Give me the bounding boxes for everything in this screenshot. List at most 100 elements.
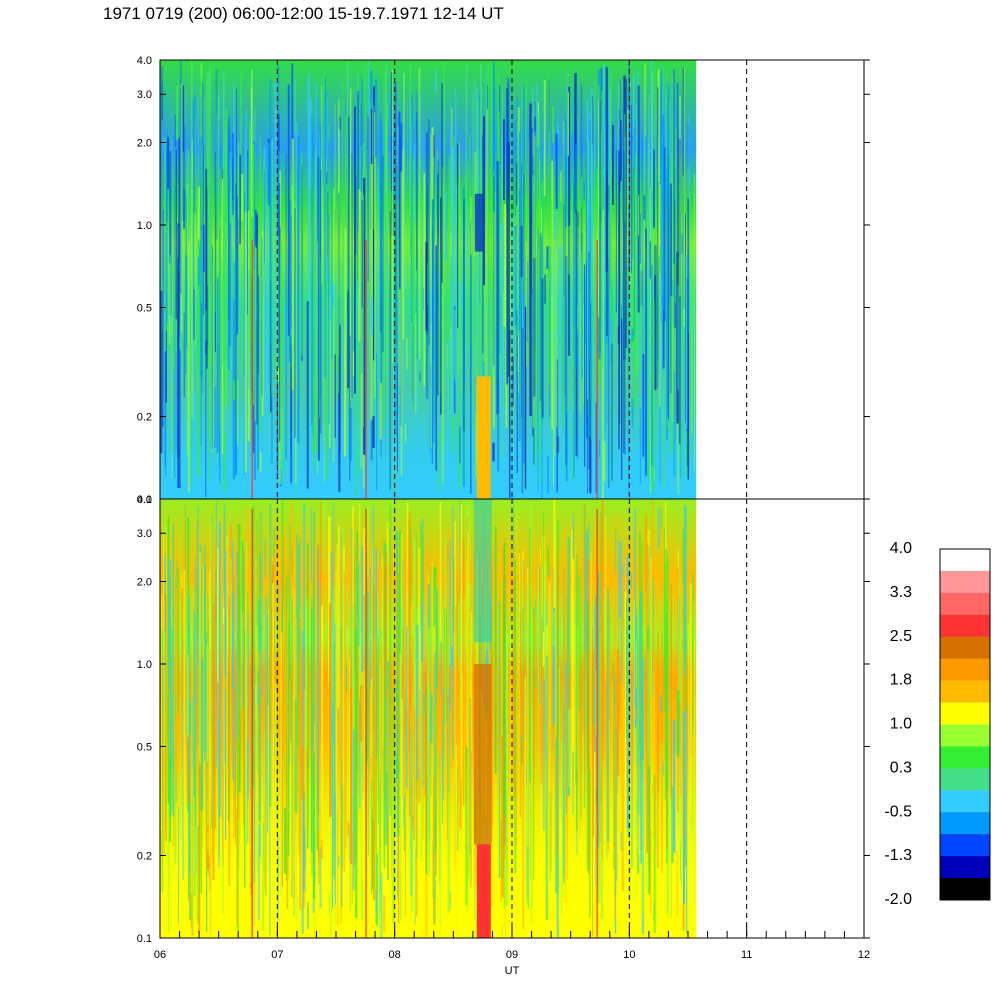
spectrogram-streak	[548, 78, 550, 131]
spectrogram-streak	[497, 112, 501, 372]
spectrogram-streak	[341, 83, 344, 296]
spectrogram-streak	[348, 825, 351, 860]
spectrogram-streak	[216, 451, 219, 462]
spectrogram-streak	[634, 508, 636, 729]
spectrogram-streak	[173, 263, 176, 370]
spectrogram-streak	[554, 202, 557, 444]
spectrogram-streak	[287, 84, 290, 336]
spectrogram-streak	[298, 611, 300, 854]
spectrogram-streak	[648, 357, 651, 437]
spectrogram-streak	[646, 543, 648, 853]
spectrogram-streak	[555, 133, 558, 209]
spike-line	[365, 509, 367, 938]
spectrogram-streak	[577, 245, 579, 498]
spectrogram-streak	[652, 781, 655, 797]
spectrogram-streak	[314, 832, 316, 883]
spectrogram-streak	[458, 586, 460, 604]
spectrogram-streak	[222, 623, 224, 866]
spectrogram-streak	[516, 310, 518, 474]
spectrogram-streak	[398, 530, 401, 654]
spectrogram-streak	[551, 161, 554, 430]
spectrogram-streak	[574, 73, 577, 214]
y-tick-label: 0.5	[137, 302, 152, 314]
spectrogram-streak	[458, 753, 461, 827]
spectrogram-streak	[175, 351, 177, 451]
spectrogram-streak	[241, 174, 244, 221]
spectrogram-streak	[358, 189, 361, 342]
spectrogram-streak	[161, 210, 164, 427]
spectrogram-streak	[410, 526, 412, 604]
spectrogram-streak	[331, 599, 333, 813]
spectrogram-streak	[256, 802, 258, 872]
spectrogram-streak	[334, 354, 336, 438]
spectrogram-streak	[217, 547, 219, 683]
spectrogram-streak	[289, 742, 292, 868]
spectrogram-streak	[492, 442, 495, 462]
spectrogram-streak	[472, 315, 475, 379]
spectrogram-streak	[165, 320, 167, 477]
spectrogram-streak	[541, 619, 543, 784]
spectrogram-streak	[438, 753, 441, 884]
spectrogram-streak	[346, 62, 349, 291]
spectrogram-streak	[666, 169, 668, 440]
spectrogram-streak	[203, 832, 205, 893]
spectrogram-streak	[498, 601, 501, 878]
spectrogram-streak	[411, 635, 414, 830]
spectrogram-streak	[201, 138, 204, 395]
spectrogram-streak	[382, 895, 386, 932]
spectrogram-streak	[328, 892, 330, 916]
spectrogram-streak	[612, 125, 614, 205]
spectrogram-streak	[564, 118, 566, 396]
spectrogram-streak	[262, 823, 265, 931]
spectrogram-streak	[510, 105, 513, 379]
spectrogram-streak	[198, 646, 200, 865]
spectrogram-streak	[456, 766, 459, 851]
spectrogram-streak	[579, 356, 581, 392]
spectrogram-streak	[284, 409, 286, 480]
spectrogram-streak	[653, 149, 655, 228]
spectrogram-streak	[215, 67, 217, 312]
spectrogram-streak	[673, 371, 676, 477]
spectrogram-streak	[552, 292, 554, 486]
spectrogram-streak	[205, 225, 207, 498]
spectrogram-streak	[361, 624, 364, 921]
spectrogram-streak	[606, 170, 608, 336]
spectrogram-streak	[352, 729, 355, 891]
spectrogram-streak	[664, 549, 668, 800]
spectrogram-streak	[301, 152, 303, 356]
colorbar-label: -1.3	[884, 847, 912, 864]
spectrogram-streak	[569, 409, 572, 424]
spectrogram-streak	[685, 702, 688, 934]
spectrogram-streak	[206, 633, 208, 932]
spectrogram-streak	[475, 179, 477, 361]
spectrogram-streak	[605, 516, 607, 682]
spectrogram-streak	[568, 86, 571, 356]
spectrogram-streak	[661, 390, 665, 489]
spectrogram-streak	[303, 689, 306, 785]
spectrogram-streak	[360, 103, 362, 192]
spectrogram-streak	[299, 617, 302, 911]
spectrogram-streak	[223, 314, 226, 491]
colorbar-label: 2.5	[890, 628, 912, 645]
spectrogram-streak	[549, 563, 551, 821]
spectrogram-streak	[514, 560, 517, 874]
spectrogram-streak	[372, 415, 375, 449]
spectrogram-streak	[460, 765, 462, 830]
spectrogram-streak	[206, 188, 208, 369]
spectrogram-streak	[179, 532, 182, 838]
spectrogram-streak	[522, 191, 524, 437]
spectrogram-streak	[566, 577, 568, 880]
spectrogram-streak	[426, 132, 428, 334]
spectrogram-streak	[571, 530, 573, 833]
spectrogram-streak	[325, 172, 328, 185]
spectrogram-streak	[545, 655, 548, 921]
spectrogram-streak	[541, 236, 543, 499]
spectrogram-streak	[243, 703, 245, 826]
spectrogram-streak	[650, 557, 653, 830]
spectrogram-streak	[241, 541, 244, 612]
spectrogram-streak	[610, 279, 612, 364]
spectrogram-streak	[210, 135, 213, 445]
spectrogram-streak	[409, 713, 412, 893]
spectrogram-streak	[547, 547, 550, 577]
spectrogram-streak	[389, 211, 392, 490]
